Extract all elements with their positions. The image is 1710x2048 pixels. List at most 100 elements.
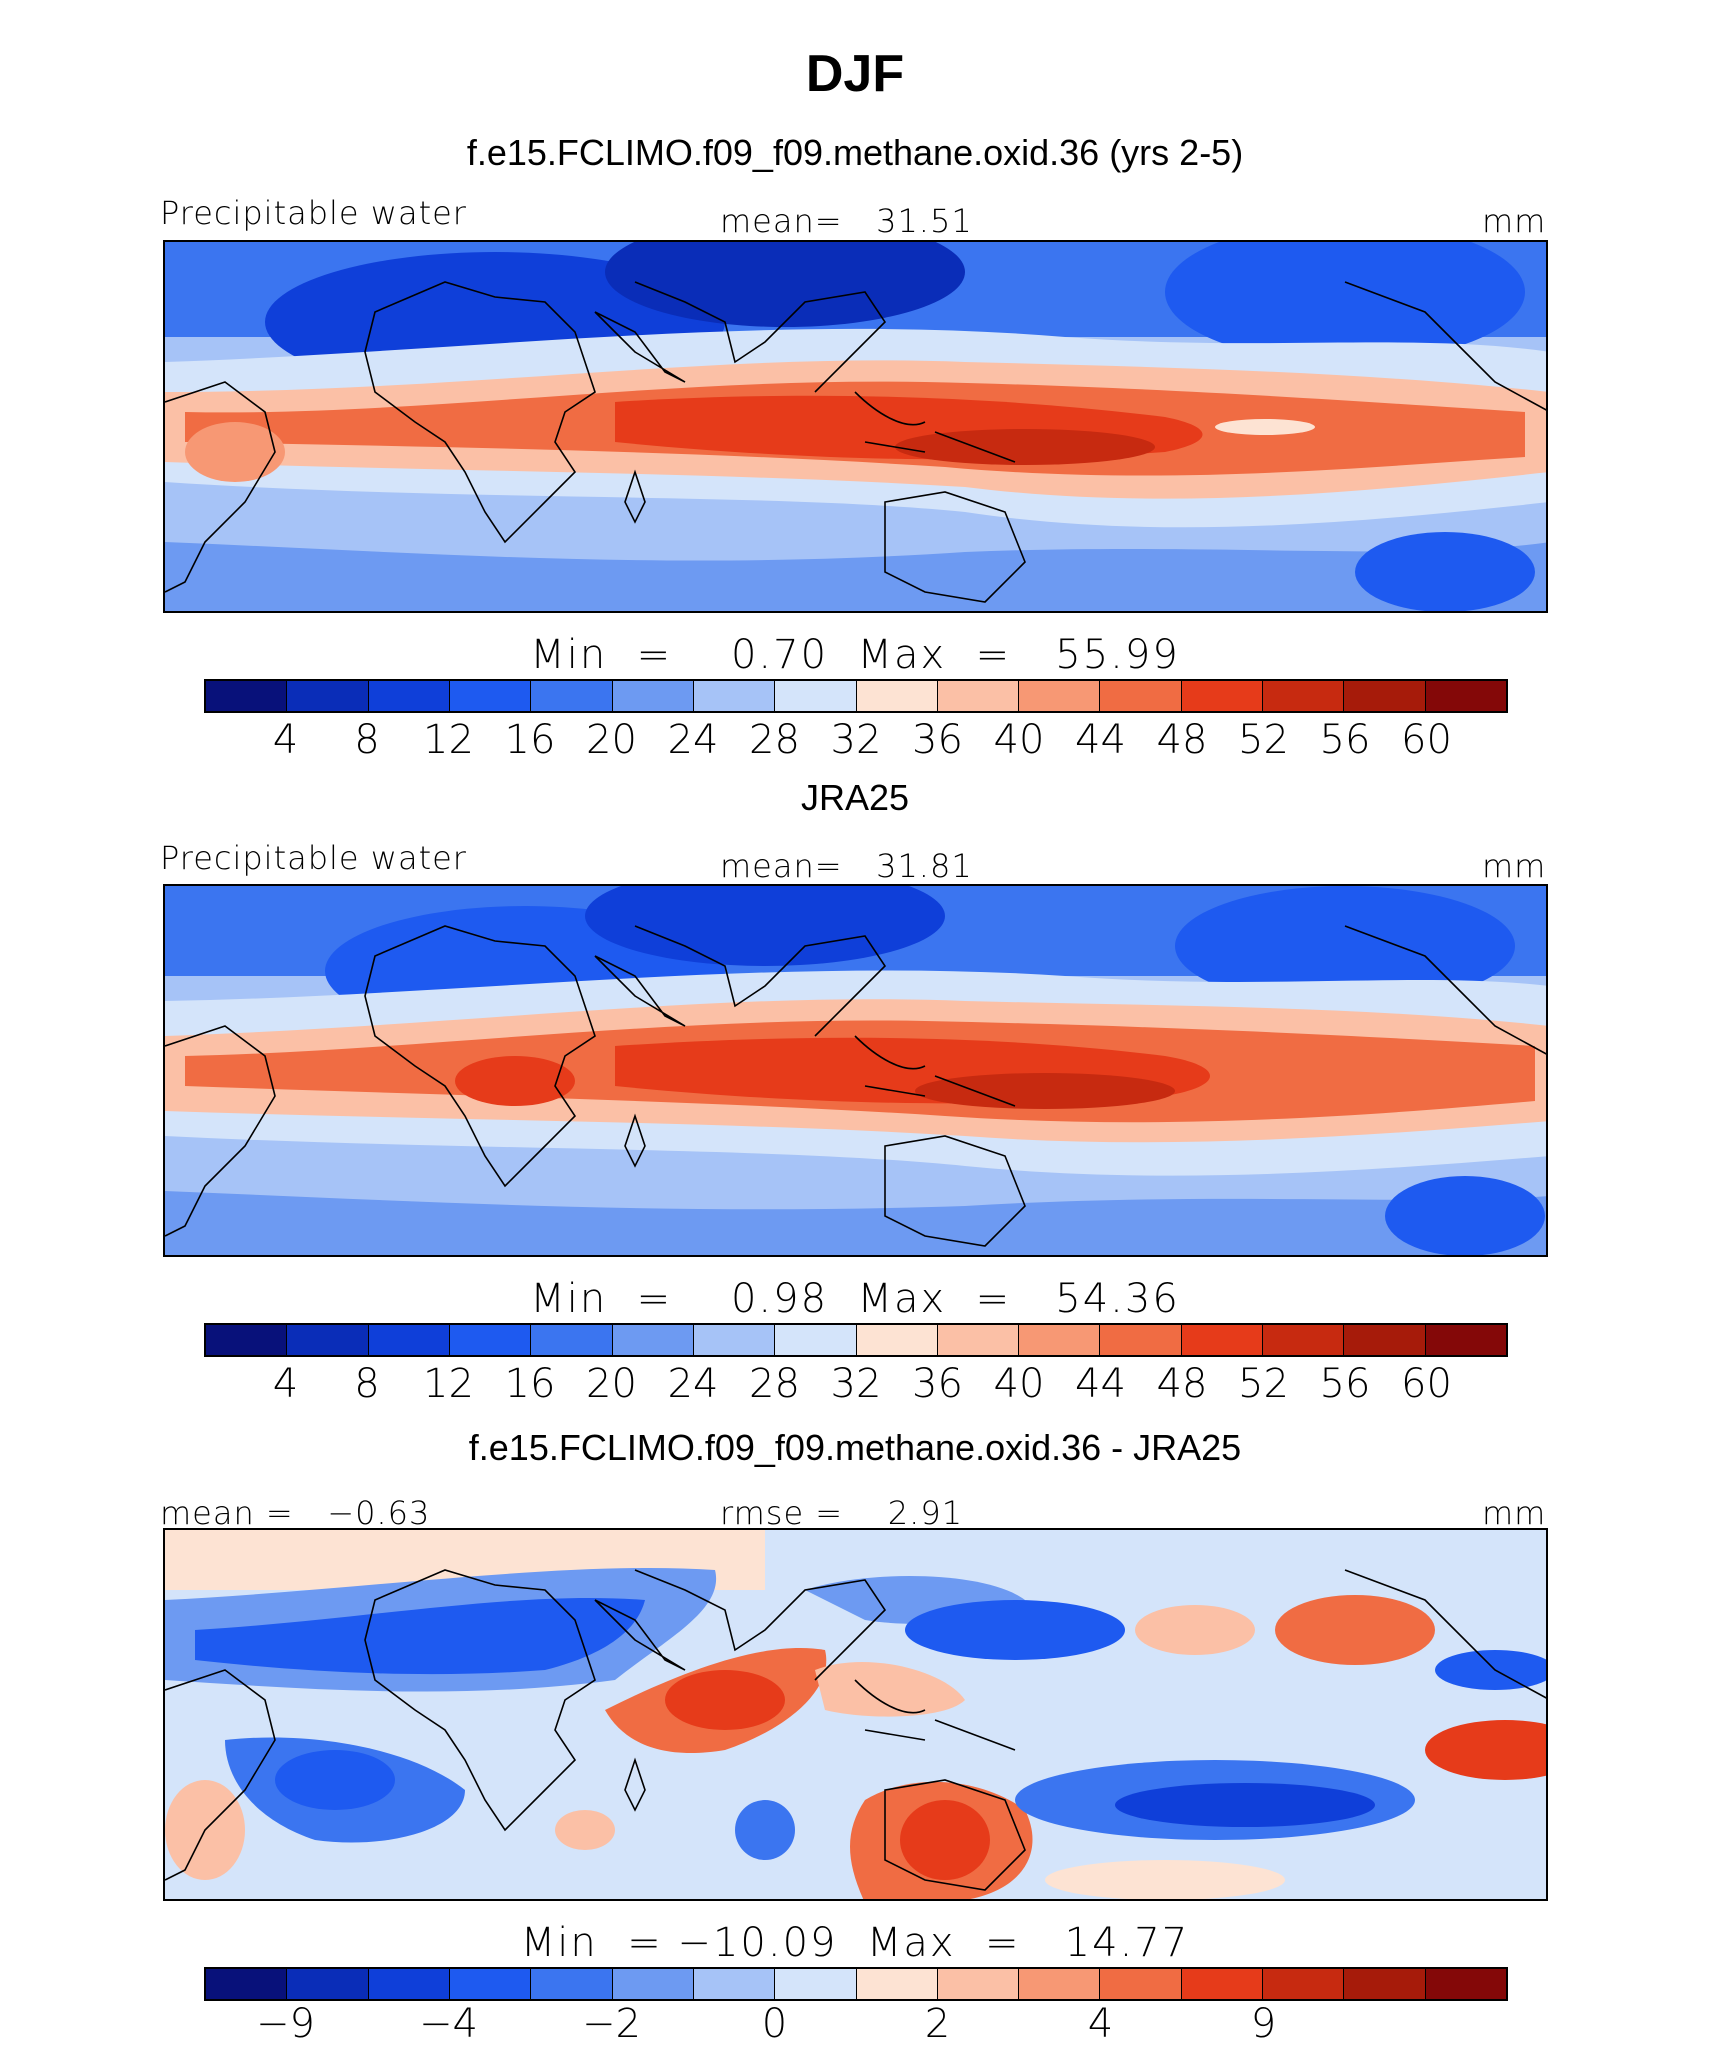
- colorbar-tick-label: 2: [924, 2001, 951, 2047]
- colorbar-tick-label: 4: [1087, 2001, 1114, 2047]
- colorbar-swatch: [775, 681, 857, 711]
- colorbar-swatch: [1181, 1969, 1264, 1999]
- colorbar-tick-label: 28: [749, 717, 800, 763]
- colorbar-swatch: [1100, 1969, 1182, 1999]
- colorbar-swatch: [775, 1969, 857, 1999]
- panel-3-rmse-label: rmse = 2.91: [720, 1494, 964, 1532]
- colorbar-swatch: [1019, 681, 1101, 711]
- panel-3-units-label: mm: [1482, 1494, 1547, 1532]
- colorbar-swatch: [856, 1969, 938, 1999]
- colorbar-tick-label: 36: [912, 717, 963, 763]
- colorbar-swatch: [612, 1969, 694, 1999]
- colorbar-tick-label: 0: [761, 2001, 788, 2047]
- colorbar-swatch: [775, 1325, 857, 1355]
- colorbar-tick-label: 48: [1156, 717, 1208, 763]
- colorbar-swatch: [937, 681, 1020, 711]
- colorbar-tick-label: 32: [830, 717, 882, 763]
- panel-3-title: f.e15.FCLIMO.f09_f09.methane.oxid.36 - J…: [468, 1427, 1242, 1468]
- colorbar-tick-label: 32: [830, 1361, 882, 1407]
- colorbar-tick-label: 20: [586, 1361, 637, 1407]
- colorbar-tick-label: −9: [256, 2001, 315, 2047]
- colorbar-swatch: [1100, 1325, 1182, 1355]
- colorbar-swatch: [449, 1969, 532, 1999]
- colorbar-swatch: [1019, 1969, 1101, 1999]
- colorbar-swatch: [206, 1969, 288, 1999]
- panel-1-units-label: mm: [1482, 202, 1547, 240]
- panel-3-colorbar: [204, 1967, 1508, 2001]
- panel-2-units-label: mm: [1482, 847, 1547, 885]
- panel-3-colorbar-ticks: −9 −4 −2 0 2 4 9: [204, 2001, 1508, 2047]
- colorbar-swatch: [531, 1325, 613, 1355]
- colorbar-tick-label: 9: [1250, 2001, 1277, 2047]
- colorbar-swatch: [287, 1325, 369, 1355]
- colorbar-swatch: [1425, 681, 1506, 711]
- colorbar-tick-label: −4: [419, 2001, 478, 2047]
- colorbar-tick-label: 40: [993, 717, 1045, 763]
- colorbar-swatch: [449, 681, 532, 711]
- colorbar-swatch: [531, 1969, 613, 1999]
- colorbar-tick-label: 4: [272, 717, 299, 763]
- panel-2-colorbar-ticks: 4 8 12 16 20 24 28 32 36 40 44 48 52 56 60: [204, 1361, 1508, 1407]
- panel-2-min-max: Min = 0.98 Max = 54.36: [530, 1276, 1180, 1322]
- panel-1-min-max: Min = 0.70 Max = 55.99: [530, 632, 1180, 678]
- panel-1-map: [163, 240, 1548, 613]
- colorbar-swatch: [1263, 1969, 1345, 1999]
- panel-2-mean-label: mean= 31.81: [720, 847, 973, 885]
- colorbar-swatch: [1344, 681, 1426, 711]
- colorbar-swatch: [1425, 1969, 1506, 1999]
- colorbar-swatch: [693, 1969, 776, 1999]
- colorbar-swatch: [206, 681, 288, 711]
- colorbar-tick-label: 16: [504, 1361, 556, 1407]
- colorbar-tick-label: 24: [667, 1361, 719, 1407]
- panel-2-map: [163, 884, 1548, 1257]
- colorbar-tick-label: 8: [354, 717, 380, 763]
- colorbar-swatch: [937, 1325, 1020, 1355]
- colorbar-tick-label: 60: [1401, 1361, 1452, 1407]
- colorbar-swatch: [368, 1325, 450, 1355]
- panel-1-mean-label: mean= 31.51: [720, 202, 973, 240]
- colorbar-tick-label: 52: [1238, 717, 1289, 763]
- colorbar-swatch: [1344, 1325, 1426, 1355]
- colorbar-tick-label: 44: [1075, 1361, 1126, 1407]
- panel-1-title: f.e15.FCLIMO.f09_f09.methane.oxid.36 (yr…: [466, 132, 1244, 173]
- colorbar-swatch: [856, 681, 938, 711]
- colorbar-swatch: [1263, 681, 1345, 711]
- colorbar-tick-label: 8: [354, 1361, 380, 1407]
- colorbar-tick-label: 60: [1401, 717, 1452, 763]
- panel-2-variable-label: Precipitable water: [160, 839, 467, 877]
- panel-2-colorbar: [204, 1323, 1508, 1357]
- colorbar-tick-label: 24: [667, 717, 719, 763]
- panel-3-map: [163, 1528, 1548, 1901]
- panel-2-title: JRA25: [800, 777, 910, 818]
- panel-3-min-max: Min = −10.09 Max = 14.77: [520, 1920, 1190, 1966]
- colorbar-swatch: [206, 1325, 288, 1355]
- colorbar-tick-label: 36: [912, 1361, 963, 1407]
- colorbar-tick-label: 20: [586, 717, 637, 763]
- colorbar-swatch: [1181, 1325, 1264, 1355]
- panel-1-colorbar: [204, 679, 1508, 713]
- colorbar-swatch: [1344, 1969, 1426, 1999]
- colorbar-swatch: [449, 1325, 532, 1355]
- colorbar-swatch: [1425, 1325, 1506, 1355]
- colorbar-swatch: [612, 1325, 694, 1355]
- panel-1-variable-label: Precipitable water: [160, 194, 467, 232]
- colorbar-swatch: [1100, 681, 1182, 711]
- colorbar-swatch: [287, 1969, 369, 1999]
- colorbar-swatch: [856, 1325, 938, 1355]
- colorbar-tick-label: 40: [993, 1361, 1045, 1407]
- colorbar-tick-label: 52: [1238, 1361, 1289, 1407]
- colorbar-swatch: [368, 1969, 450, 1999]
- colorbar-tick-label: 16: [504, 717, 556, 763]
- colorbar-tick-label: 56: [1319, 1361, 1371, 1407]
- figure-title: DJF: [805, 45, 905, 103]
- colorbar-tick-label: 4: [272, 1361, 299, 1407]
- colorbar-swatch: [531, 681, 613, 711]
- colorbar-swatch: [1019, 1325, 1101, 1355]
- colorbar-swatch: [287, 681, 369, 711]
- colorbar-swatch: [1263, 1325, 1345, 1355]
- panel-3-mean-label: mean = −0.63: [160, 1494, 431, 1532]
- colorbar-tick-label: −2: [582, 2001, 641, 2047]
- colorbar-swatch: [1181, 681, 1264, 711]
- colorbar-swatch: [693, 681, 776, 711]
- panel-1-colorbar-ticks: 4 8 12 16 20 24 28 32 36 40 44 48 52 56 60: [204, 717, 1508, 763]
